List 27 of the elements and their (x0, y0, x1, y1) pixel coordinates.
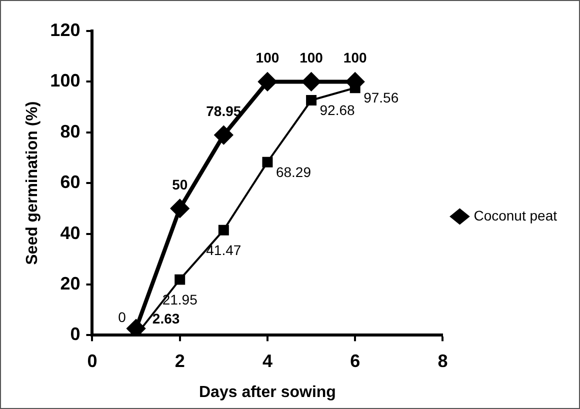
data-label: 2.63 (152, 310, 180, 326)
y-axis-title: Seed germination (%) (24, 101, 42, 265)
data-label: 21.95 (162, 291, 198, 308)
data-label: 50 (172, 176, 188, 192)
data-label: 0 (118, 309, 126, 326)
x-tick-label: 2 (174, 350, 185, 371)
x-axis-title: Days after sowing (199, 384, 336, 401)
x-tick-label: 0 (87, 350, 98, 371)
data-label: 97.56 (364, 90, 399, 106)
x-tick-label: 4 (262, 350, 272, 371)
x-tick-label: 8 (438, 350, 448, 371)
y-tick-label: 120 (50, 20, 80, 40)
data-label: 78.95 (206, 102, 242, 119)
legend-label: Coconut peat (474, 207, 558, 224)
data-label: 100 (343, 50, 367, 66)
data-label: 92.68 (320, 102, 356, 118)
y-tick-label: 60 (60, 172, 80, 192)
x-tick-label: 6 (350, 350, 360, 371)
data-label: 41.47 (206, 242, 242, 258)
y-tick-label: 0 (70, 324, 80, 344)
y-tick-label: 100 (50, 70, 80, 91)
data-label: 68.29 (276, 164, 312, 180)
y-tick-label: 80 (60, 121, 80, 142)
data-label: 100 (300, 50, 324, 66)
data-label: 100 (256, 50, 280, 66)
y-tick-label: 20 (60, 273, 80, 294)
y-tick-label: 40 (60, 222, 80, 243)
